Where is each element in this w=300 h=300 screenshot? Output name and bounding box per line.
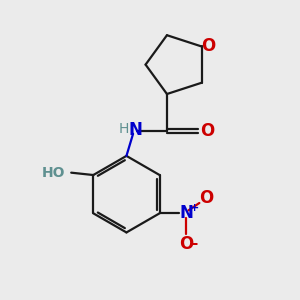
Text: N: N (179, 204, 193, 222)
Text: N: N (128, 121, 142, 139)
Text: O: O (201, 38, 215, 56)
Text: H: H (119, 122, 129, 136)
Text: O: O (179, 235, 193, 253)
Text: HO: HO (42, 166, 65, 180)
Text: O: O (199, 189, 213, 207)
Text: O: O (200, 122, 215, 140)
Text: +: + (189, 203, 199, 213)
Text: -: - (191, 236, 197, 251)
